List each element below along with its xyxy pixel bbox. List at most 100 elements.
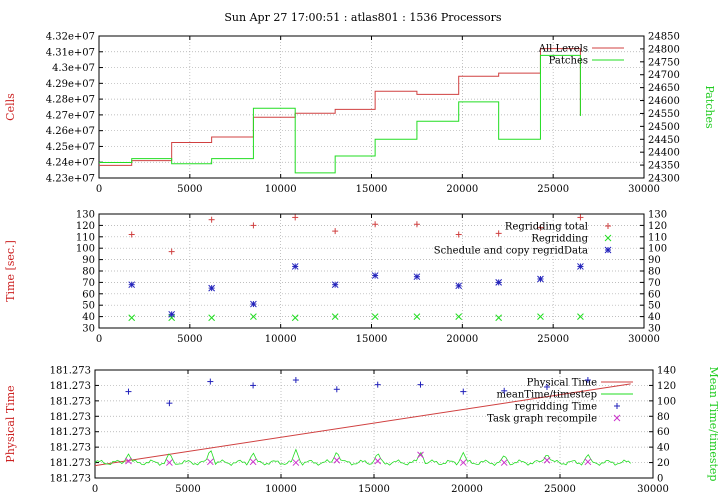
x-tick-label: 10000 <box>265 184 297 195</box>
data-point <box>333 386 340 393</box>
y2-tick-label: 140 <box>657 366 676 377</box>
data-point-stroke <box>417 451 424 459</box>
x-tick-label: 5000 <box>177 334 202 345</box>
data-point-stroke <box>125 457 132 465</box>
data-point-stroke <box>413 273 421 281</box>
y2-axis-title: Mean Time/timestep <box>707 367 720 482</box>
data-point-stroke <box>208 284 215 292</box>
x-tick-label: 0 <box>96 334 102 345</box>
data-point-stroke <box>577 263 584 270</box>
y-tick-label: 181.273 <box>50 458 91 469</box>
y-tick-label: 100 <box>76 244 95 255</box>
y-tick-label: 90 <box>82 255 95 266</box>
y2-tick-label: 40 <box>648 312 661 323</box>
data-point <box>584 458 592 466</box>
data-point-stroke <box>206 458 214 466</box>
y2-tick-label: 40 <box>657 443 670 454</box>
data-point-stroke <box>168 310 176 318</box>
y-tick-label: 181.273 <box>50 412 91 423</box>
y-tick-label: 4.23e+07 <box>46 174 95 185</box>
legend-label: Schedule and copy regridData <box>434 246 588 257</box>
y2-tick-label: 60 <box>657 427 670 438</box>
data-point <box>495 279 503 286</box>
chart-panel-1: 0 5000 10000 15000 20000 25000 30000 4.23e+07 4.… <box>4 32 716 196</box>
y2-tick-label: 24500 <box>648 122 680 133</box>
data-point <box>331 313 339 320</box>
data-point <box>577 313 584 320</box>
y2-tick-label: 24850 <box>648 32 680 43</box>
data-point <box>250 313 257 320</box>
y2-tick-label: 130 <box>648 210 667 221</box>
data-point <box>333 456 341 464</box>
y2-tick-label: 24750 <box>648 57 680 68</box>
data-point <box>495 230 502 237</box>
data-point <box>374 457 382 465</box>
data-point <box>166 459 173 466</box>
data-point-stroke <box>250 313 257 320</box>
data-point-stroke <box>543 456 551 464</box>
legend-label: regridding Time <box>515 402 597 413</box>
data-point <box>168 248 175 255</box>
y2-tick-label: 24450 <box>648 135 680 146</box>
legend-label: Patches <box>549 56 588 67</box>
data-point <box>537 275 544 283</box>
data-point <box>166 400 173 407</box>
data-point-stroke <box>291 314 299 322</box>
data-point <box>208 314 215 322</box>
data-point <box>292 377 299 384</box>
data-point <box>292 459 300 466</box>
data-point <box>125 457 132 465</box>
data-point-stroke <box>249 458 257 466</box>
y-tick-label: 120 <box>76 221 95 232</box>
legend-label: Physical Time <box>527 378 597 389</box>
x-tick-label: 10000 <box>265 484 297 495</box>
data-point-stroke <box>459 459 467 466</box>
data-point <box>292 214 299 221</box>
series-line-patches <box>99 54 581 174</box>
x-tick-label: 20000 <box>446 334 478 345</box>
data-point <box>500 459 508 466</box>
y2-tick-label: 20 <box>657 458 670 469</box>
data-point-stroke <box>577 313 584 320</box>
x-tick-label: 15000 <box>356 184 388 195</box>
data-point <box>460 388 467 395</box>
data-point <box>207 378 214 385</box>
data-point <box>208 284 215 292</box>
y2-tick-label: 24700 <box>648 70 680 81</box>
y-tick-label: 181.273 <box>50 474 91 485</box>
y-tick-label: 4.3e+07 <box>52 63 95 74</box>
data-point <box>128 281 136 289</box>
y-tick-label: 40 <box>82 312 95 323</box>
data-point-stroke <box>208 314 215 322</box>
chart-panel-2: 0 5000 10000 15000 20000 25000 300003040506070… <box>4 210 667 346</box>
data-point-stroke <box>537 313 544 320</box>
x-tick-label: 25000 <box>544 484 576 495</box>
x-tick-label: 25000 <box>537 184 569 195</box>
y2-axis-title: Patches <box>703 85 716 129</box>
legend-swatch <box>604 234 612 242</box>
data-point <box>495 314 503 322</box>
data-point-stroke <box>413 313 421 320</box>
legend-label: Regridding <box>531 234 588 245</box>
y2-tick-label: 70 <box>648 278 661 289</box>
y-tick-label: 30 <box>82 324 95 335</box>
legend-label: All Levels <box>538 44 588 55</box>
data-point <box>501 387 508 394</box>
data-point-stroke <box>495 314 503 322</box>
y2-tick-label: 100 <box>657 396 676 407</box>
data-point <box>208 216 215 223</box>
data-point-stroke <box>455 282 463 290</box>
data-point <box>206 458 214 466</box>
data-point <box>417 451 424 459</box>
data-point <box>413 313 421 320</box>
data-point-stroke <box>250 300 257 308</box>
data-point <box>250 382 257 389</box>
y-tick-label: 60 <box>82 289 95 300</box>
series-line-physical-time <box>94 383 631 467</box>
data-point-stroke <box>500 459 508 466</box>
data-point-stroke <box>333 456 341 464</box>
data-point-stroke <box>166 459 173 466</box>
data-point-stroke <box>331 281 339 289</box>
y-axis-title: Cells <box>4 93 17 121</box>
